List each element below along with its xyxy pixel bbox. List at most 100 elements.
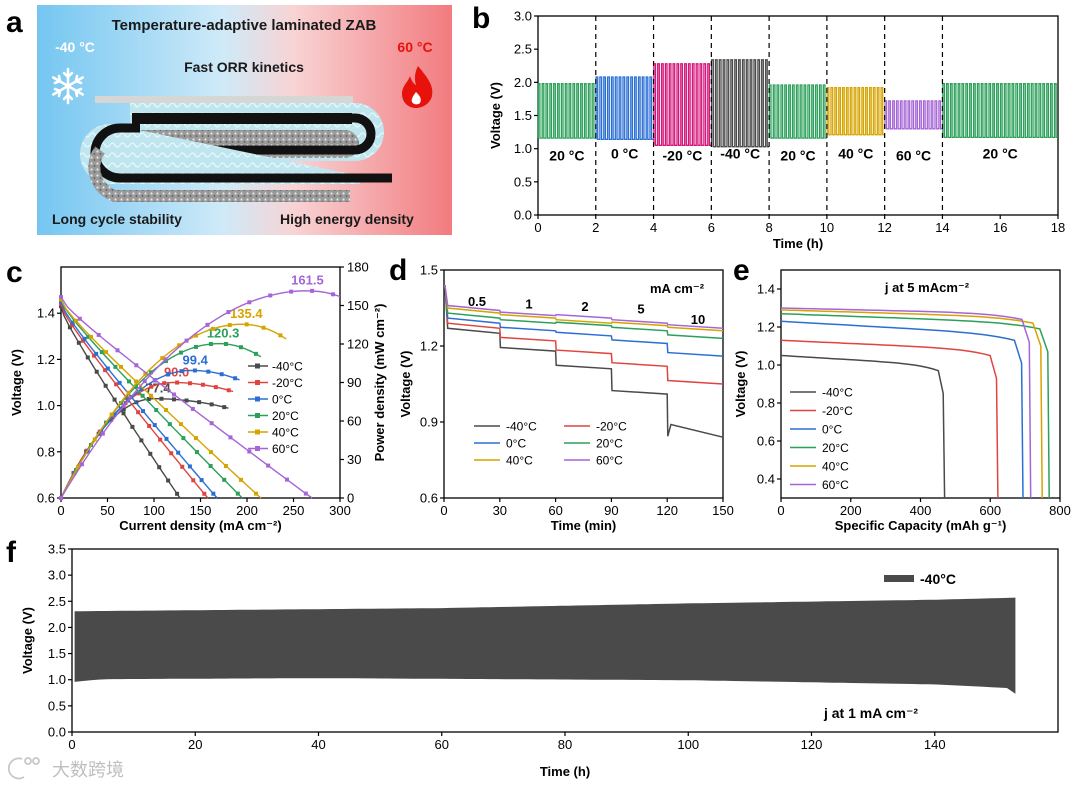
polarization-marker bbox=[133, 379, 138, 384]
current-density-annotation: j at 1 mA cm⁻² bbox=[823, 705, 918, 721]
power-marker bbox=[310, 288, 315, 293]
laminated-battery-illustration bbox=[80, 96, 392, 202]
polarization-marker bbox=[77, 316, 82, 321]
y-right-tick-label: 90 bbox=[347, 375, 361, 390]
power-marker bbox=[178, 350, 183, 355]
y-tick-label: 0.5 bbox=[48, 698, 66, 713]
capacity-curve-3 bbox=[780, 312, 1050, 499]
y-tick-label: 2.5 bbox=[48, 594, 66, 609]
power-marker bbox=[184, 398, 189, 403]
x-axis-label: Time (min) bbox=[551, 518, 617, 533]
power-marker bbox=[142, 379, 147, 384]
segment-temperature-label: 40 °C bbox=[838, 146, 873, 162]
power-marker bbox=[208, 342, 213, 347]
power-marker bbox=[126, 390, 131, 395]
chart-b-temperature-cycling: 0 2 4 6 8 10 12 14 16 18 0.0 0.5 1.0 1.5 2.0 2.5 3.0 Time… bbox=[488, 9, 1065, 252]
power-marker bbox=[253, 351, 258, 356]
y-tick-label: 0.9 bbox=[420, 415, 438, 430]
polarization-curve-5 bbox=[60, 296, 313, 499]
current-step-label: 1 bbox=[525, 297, 532, 312]
polarization-marker bbox=[92, 353, 97, 358]
x-tick-label: 50 bbox=[100, 503, 114, 518]
legend-marker bbox=[255, 446, 260, 451]
peak-power-label: 135.4 bbox=[230, 306, 263, 321]
power-marker bbox=[112, 412, 117, 417]
polarization-marker bbox=[284, 477, 289, 482]
segment-temperature-label: 60 °C bbox=[896, 148, 931, 164]
polarization-marker bbox=[121, 411, 126, 416]
power-marker bbox=[179, 369, 184, 374]
flame-icon bbox=[402, 66, 433, 108]
x-tick-label: 6 bbox=[708, 220, 715, 235]
chart-c-polarization-power: 0 50 100 150 200 250 3000.60.81.01.21.4Current… bbox=[9, 260, 387, 534]
polarization-marker bbox=[195, 450, 200, 455]
discharge-curve-5 bbox=[444, 285, 724, 330]
polarization-marker bbox=[148, 451, 153, 456]
y-tick-label: 1.2 bbox=[757, 320, 775, 335]
polarization-marker bbox=[166, 478, 171, 483]
polarization-marker bbox=[139, 438, 144, 443]
legend-label: -40°C bbox=[506, 420, 537, 434]
y-tick-label: 1.0 bbox=[48, 672, 66, 687]
polarization-marker bbox=[303, 491, 308, 496]
energy-density-label: High energy density bbox=[280, 211, 414, 227]
power-marker bbox=[92, 437, 97, 442]
y-tick-label: 0.0 bbox=[48, 725, 66, 740]
y-tick-label: 1.0 bbox=[514, 141, 532, 156]
x-tick-label: 250 bbox=[283, 503, 305, 518]
y-tick-label: 0.8 bbox=[37, 444, 55, 459]
polarization-marker bbox=[118, 364, 123, 369]
power-marker bbox=[268, 293, 273, 298]
polarization-marker bbox=[191, 478, 196, 483]
power-marker bbox=[59, 496, 63, 500]
power-marker bbox=[79, 462, 84, 467]
power-marker bbox=[205, 322, 210, 327]
power-marker bbox=[166, 372, 171, 377]
x-tick-label: 200 bbox=[840, 503, 862, 518]
x-tick-label: 300 bbox=[329, 503, 351, 518]
cycling-segment-3 bbox=[710, 59, 769, 148]
cycle-stability-label: Long cycle stability bbox=[52, 211, 182, 227]
power-marker bbox=[121, 403, 126, 408]
watermark-logo-icon bbox=[7, 757, 40, 780]
x-tick-label: 60 bbox=[548, 503, 562, 518]
power-marker bbox=[289, 289, 294, 294]
schematic-panel: Temperature-adaptive laminated ZAB -40 °… bbox=[37, 5, 452, 235]
power-marker bbox=[171, 397, 176, 402]
y-tick-label: 1.5 bbox=[514, 108, 532, 123]
x-tick-label: 400 bbox=[910, 503, 932, 518]
polarization-marker bbox=[117, 380, 122, 385]
polarization-marker bbox=[208, 463, 213, 468]
capacity-curve-5 bbox=[780, 307, 1032, 499]
polarization-marker bbox=[59, 295, 63, 300]
x-tick-label: 4 bbox=[650, 220, 657, 235]
polarization-marker bbox=[125, 396, 130, 401]
current-density-annotation: j at 5 mAcm⁻² bbox=[884, 280, 970, 295]
x-tick-label: 0 bbox=[57, 503, 64, 518]
y-axis-label: Voltage (V) bbox=[9, 349, 24, 416]
x-tick-label: 0 bbox=[534, 220, 541, 235]
chart-f-long-cycling: 0 20 40 60 80 100 120 140 0.0 0.5 1.0 1.5 2.0 2.5 3.0 3… bbox=[20, 542, 1059, 779]
power-marker bbox=[261, 325, 266, 330]
discharge-curve-0 bbox=[444, 285, 724, 438]
discharge-curve-2 bbox=[444, 285, 724, 357]
polarization-marker bbox=[154, 407, 159, 412]
y-tick-label: 1.0 bbox=[757, 358, 775, 373]
current-unit-label: mA cm⁻² bbox=[650, 281, 705, 296]
power-marker bbox=[136, 391, 141, 396]
polarization-marker bbox=[181, 436, 186, 441]
y-tick-label: 1.2 bbox=[37, 352, 55, 367]
polarization-marker bbox=[253, 491, 258, 496]
power-marker bbox=[139, 387, 144, 392]
power-marker bbox=[226, 388, 231, 393]
polarization-marker bbox=[88, 334, 93, 339]
legend-marker bbox=[255, 363, 260, 369]
x-tick-label: 2 bbox=[592, 220, 599, 235]
power-marker bbox=[197, 400, 202, 405]
current-step-label: 0.5 bbox=[468, 294, 486, 309]
power-marker bbox=[194, 333, 199, 338]
x-axis-label: Specific Capacity (mAh g⁻¹) bbox=[835, 518, 1007, 533]
polarization-marker bbox=[76, 340, 81, 345]
power-marker bbox=[149, 384, 154, 389]
y-right-tick-label: 60 bbox=[347, 414, 361, 429]
